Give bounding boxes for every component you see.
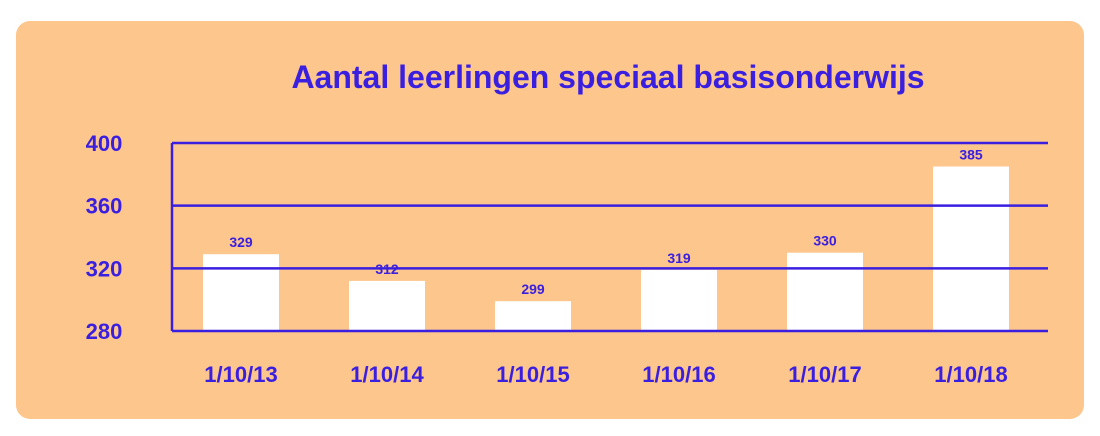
bar-1/10/13 [203,254,279,331]
bar-1/10/18 [933,166,1009,331]
y-tick-label-320: 320 [86,256,123,281]
bar-1/10/14 [349,280,425,331]
chart-card [16,21,1084,419]
data-label-1/10/14: 312 [375,261,399,277]
y-tick-label-280: 280 [86,319,123,344]
data-label-1/10/15: 299 [521,281,545,297]
data-label-1/10/18: 385 [959,147,983,163]
x-tick-label-1/10/17: 1/10/17 [788,362,861,387]
x-tick-label-1/10/15: 1/10/15 [496,362,569,387]
y-tick-label-400: 400 [86,131,123,156]
bar-1/10/16 [641,269,717,331]
data-label-1/10/16: 319 [667,250,691,266]
bars-group [203,166,1009,331]
bar-1/10/17 [787,252,863,331]
gridlines-group [170,141,1048,333]
data-label-1/10/13: 329 [229,234,253,250]
y-tick-label-360: 360 [86,194,123,219]
x-tick-label-1/10/13: 1/10/13 [204,362,277,387]
labels-group: 329 1/10/13 312 1/10/14 299 1/10/15 319 1/10/16… [204,147,1007,388]
chart-title: Aantal leerlingen speciaal basisonderwij… [291,59,925,95]
bar-1/10/15 [495,301,571,331]
data-label-1/10/17: 330 [813,233,837,249]
x-tick-label-1/10/18: 1/10/18 [934,362,1007,387]
x-tick-label-1/10/16: 1/10/16 [642,362,715,387]
x-tick-label-1/10/14: 1/10/14 [350,362,424,387]
